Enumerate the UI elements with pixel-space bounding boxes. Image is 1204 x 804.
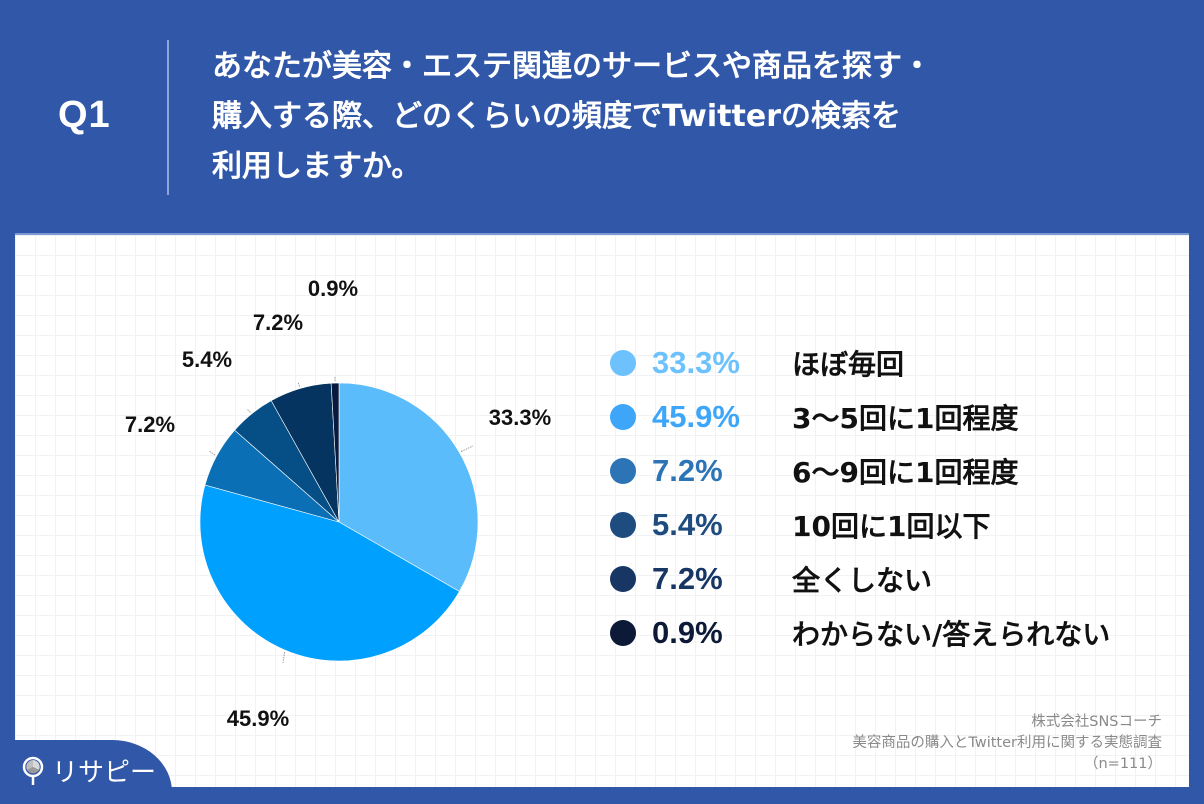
legend-item: 5.4% 10回に1回以下 [610, 498, 1110, 552]
leader-line [460, 445, 474, 452]
legend-item: 33.3% ほぼ毎回 [610, 336, 1110, 390]
legend-percent: 0.9% [652, 615, 723, 650]
legend-label: 全くしない [792, 564, 933, 597]
legend-item: 0.9% わからない/答えられない [610, 606, 1110, 660]
legend-dot-icon [610, 404, 636, 430]
pie-value-label: 5.4% [182, 347, 232, 372]
pie-value-label: 7.2% [253, 310, 303, 335]
pie-value-label: 45.9% [227, 706, 289, 731]
legend-percent: 7.2% [652, 453, 723, 488]
legend-percent: 7.2% [652, 561, 723, 596]
legend: 33.3% ほぼ毎回 45.9% 3〜5回に1回程度 7.2% 6〜9回に1回程… [610, 336, 1110, 660]
legend-dot-icon [610, 512, 636, 538]
map-pin-icon [22, 756, 44, 785]
source-survey: 美容商品の購入とTwitter利用に関する実態調査 [852, 735, 1162, 751]
legend-label: 6〜9回に1回程度 [792, 456, 1019, 489]
legend-label: 10回に1回以下 [792, 510, 991, 543]
source-note: 株式会社SNSコーチ 美容商品の購入とTwitter利用に関する実態調査 （n=… [852, 712, 1162, 775]
legend-item: 45.9% 3〜5回に1回程度 [610, 390, 1110, 444]
leader-line [282, 652, 286, 664]
question-line-1: あなたが美容・エステ関連のサービスや商品を探す・ [212, 49, 932, 84]
legend-label: 3〜5回に1回程度 [792, 402, 1019, 435]
brand-name: リサピー [52, 758, 157, 788]
leader-line [208, 450, 216, 456]
question-line-2: 購入する際、どのくらいの頻度でTwitterの検索を [212, 99, 901, 134]
legend-dot-icon [610, 566, 636, 592]
legend-percent: 5.4% [652, 507, 723, 542]
legend-percent: 45.9% [652, 399, 740, 434]
legend-dot-icon [610, 620, 636, 646]
header: Q1 あなたが美容・エステ関連のサービスや商品を探す・ 購入する際、どのくらいの… [0, 0, 1204, 233]
legend-dot-icon [610, 350, 636, 376]
legend-label: わからない/答えられない [792, 618, 1111, 651]
leader-line [297, 381, 301, 387]
question-line-3: 利用しますか。 [212, 149, 422, 184]
legend-item: 7.2% 6〜9回に1回程度 [610, 444, 1110, 498]
pie-value-label: 33.3% [489, 405, 551, 430]
question-text: あなたが美容・エステ関連のサービスや商品を探す・ 購入する際、どのくらいの頻度で… [212, 42, 1112, 192]
pie-slice [330, 382, 340, 523]
brand-logo: リサピー [22, 752, 156, 789]
pie-slice [338, 382, 479, 592]
legend-item: 7.2% 全くしない [610, 552, 1110, 606]
source-sample-size: （n=111） [1083, 756, 1162, 772]
logo-tab [0, 740, 172, 804]
legend-percent: 33.3% [652, 345, 740, 380]
source-company: 株式会社SNSコーチ [1031, 714, 1162, 730]
pie-slices [199, 382, 479, 662]
question-number: Q1 [58, 94, 111, 136]
header-divider [167, 40, 169, 195]
pie-value-label: 0.9% [308, 276, 358, 301]
legend-dot-icon [610, 458, 636, 484]
pie-slice [199, 484, 460, 662]
pie-value-label: 7.2% [125, 412, 175, 437]
leader-line [246, 408, 251, 413]
pie-value-labels: 33.3%45.9%7.2%5.4%7.2%0.9% [125, 276, 551, 731]
legend-label: ほぼ毎回 [792, 348, 905, 381]
pie-leader-lines [208, 375, 474, 664]
